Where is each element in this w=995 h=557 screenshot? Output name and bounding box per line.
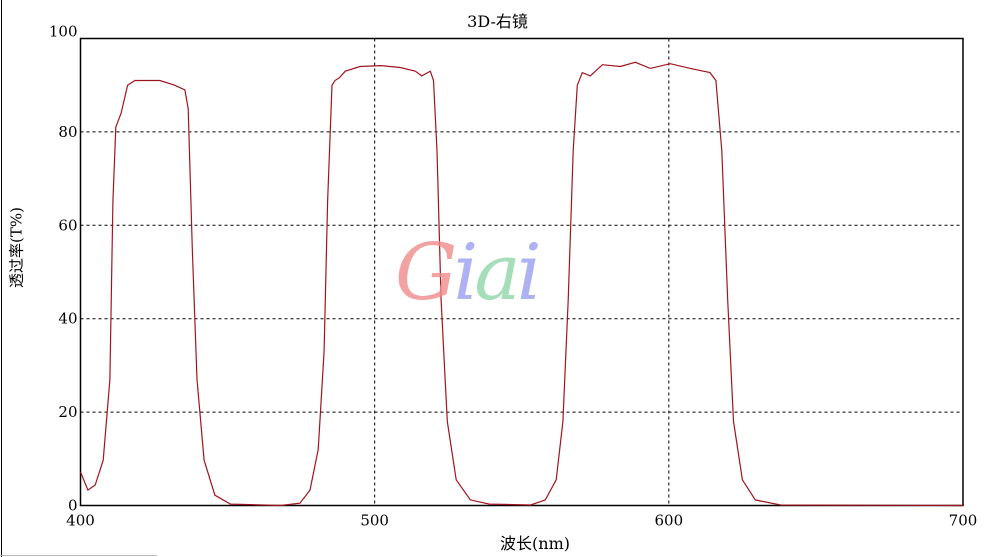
x-tick-label: 700: [949, 512, 978, 530]
x-tick-label: 500: [360, 512, 389, 530]
y-axis-label-text: 透过率(T%): [7, 207, 26, 288]
x-axis-label: 波长(nm): [500, 534, 570, 553]
x-tick-label: 400: [66, 512, 95, 530]
y-tick-label: 0: [68, 497, 78, 515]
y-axis-label: 透过率(T%): [6, 207, 27, 288]
y-tick-label: 100: [49, 23, 78, 41]
watermark-letter: i: [516, 228, 542, 318]
watermark-letter: i: [453, 228, 478, 318]
chart-title: 3D-右镜: [467, 12, 528, 31]
y-tick-label: 40: [58, 310, 77, 328]
plot-area-border: [79, 37, 964, 507]
giai-watermark-logo: Giai: [395, 228, 542, 318]
y-tick-label: 80: [58, 123, 77, 141]
watermark-letter: G: [395, 228, 457, 318]
x-tick-label: 600: [655, 512, 684, 530]
y-tick-label: 20: [58, 403, 77, 421]
watermark-letter: a: [474, 228, 520, 318]
transmission-curve: [79, 61, 964, 507]
y-tick-label: 60: [58, 216, 77, 234]
